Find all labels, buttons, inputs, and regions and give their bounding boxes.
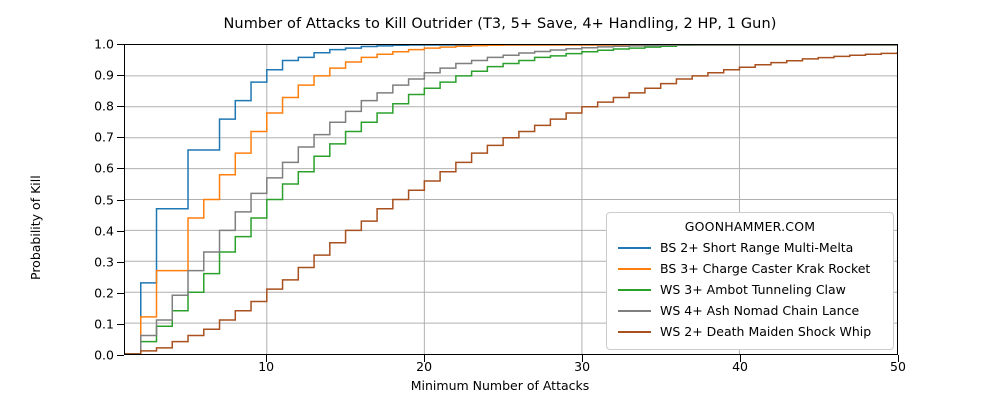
y-tick-mark (117, 323, 124, 325)
x-tick-mark (740, 355, 742, 362)
y-tick-mark (117, 106, 124, 108)
x-tick-label: 40 (732, 359, 748, 374)
legend-item[interactable]: WS 3+ Ambot Tunneling Claw (616, 279, 884, 300)
series-line (125, 45, 897, 354)
x-axis-label: Minimum Number of Attacks (410, 378, 590, 393)
legend-item-label: BS 2+ Short Range Multi-Melta (660, 240, 854, 255)
legend-entries: BS 2+ Short Range Multi-Melta BS 3+ Charg… (616, 237, 884, 342)
y-axis-label: Probability of Kill (28, 175, 43, 280)
x-tick-label: 20 (416, 359, 433, 374)
y-tick-mark (117, 355, 124, 357)
y-tick-mark (117, 137, 124, 139)
plot-area (124, 44, 898, 355)
x-tick-label: 30 (574, 359, 591, 374)
y-tick-mark (117, 230, 124, 232)
series-line (125, 52, 897, 354)
y-tick-mark (117, 44, 124, 46)
y-tick-label: 0.6 (94, 160, 114, 176)
legend-item[interactable]: WS 4+ Ash Nomad Chain Lance (616, 300, 884, 321)
x-tick-mark (582, 355, 584, 362)
legend-item-label: WS 2+ Death Maiden Shock Whip (660, 324, 872, 339)
series-line (125, 45, 897, 354)
series-line (125, 45, 897, 354)
y-tick-mark (117, 261, 124, 263)
x-tick-label: 50 (890, 359, 906, 374)
y-tick-label: 0.3 (94, 254, 114, 270)
legend-color-swatch (618, 267, 651, 270)
legend-color-swatch (618, 288, 651, 291)
y-tick-mark (117, 292, 124, 294)
chart-title: Number of Attacks to Kill Outrider (T3, … (223, 16, 777, 32)
legend-item-label: WS 4+ Ash Nomad Chain Lance (660, 303, 860, 318)
y-tick-label: 0.1 (94, 316, 114, 332)
legend-title: GOONHAMMER.COM (684, 219, 816, 234)
y-tick-label: 0.8 (94, 98, 114, 114)
legend-color-swatch (618, 309, 651, 312)
y-tick-mark (117, 199, 124, 201)
legend-color-swatch (618, 330, 651, 333)
x-tick-mark (898, 355, 900, 362)
series-curves (125, 45, 897, 354)
legend-item[interactable]: BS 3+ Charge Caster Krak Rocket (616, 258, 884, 279)
y-tick-label: 0.0 (94, 347, 114, 363)
legend-item[interactable]: BS 2+ Short Range Multi-Melta (616, 237, 884, 258)
y-tick-label: 0.5 (94, 192, 114, 207)
y-tick-label: 0.9 (94, 67, 114, 83)
y-tick-mark (117, 75, 124, 77)
legend-color-swatch (618, 246, 651, 249)
y-tick-label: 0.4 (94, 223, 114, 239)
y-tick-label: 0.7 (94, 129, 114, 145)
x-tick-mark (424, 355, 426, 362)
x-tick-mark (266, 355, 268, 362)
chart-legend: GOONHAMMER.COM BS 2+ Short Range Multi-M… (606, 212, 894, 350)
x-tick-label: 10 (258, 359, 275, 374)
y-tick-label: 1.0 (94, 36, 114, 52)
y-tick-mark (117, 168, 124, 170)
y-tick-label: 0.2 (94, 285, 114, 301)
legend-item-label: BS 3+ Charge Caster Krak Rocket (660, 261, 871, 276)
legend-item-label: WS 3+ Ambot Tunneling Claw (660, 282, 846, 297)
legend-item[interactable]: WS 2+ Death Maiden Shock Whip (616, 321, 884, 342)
